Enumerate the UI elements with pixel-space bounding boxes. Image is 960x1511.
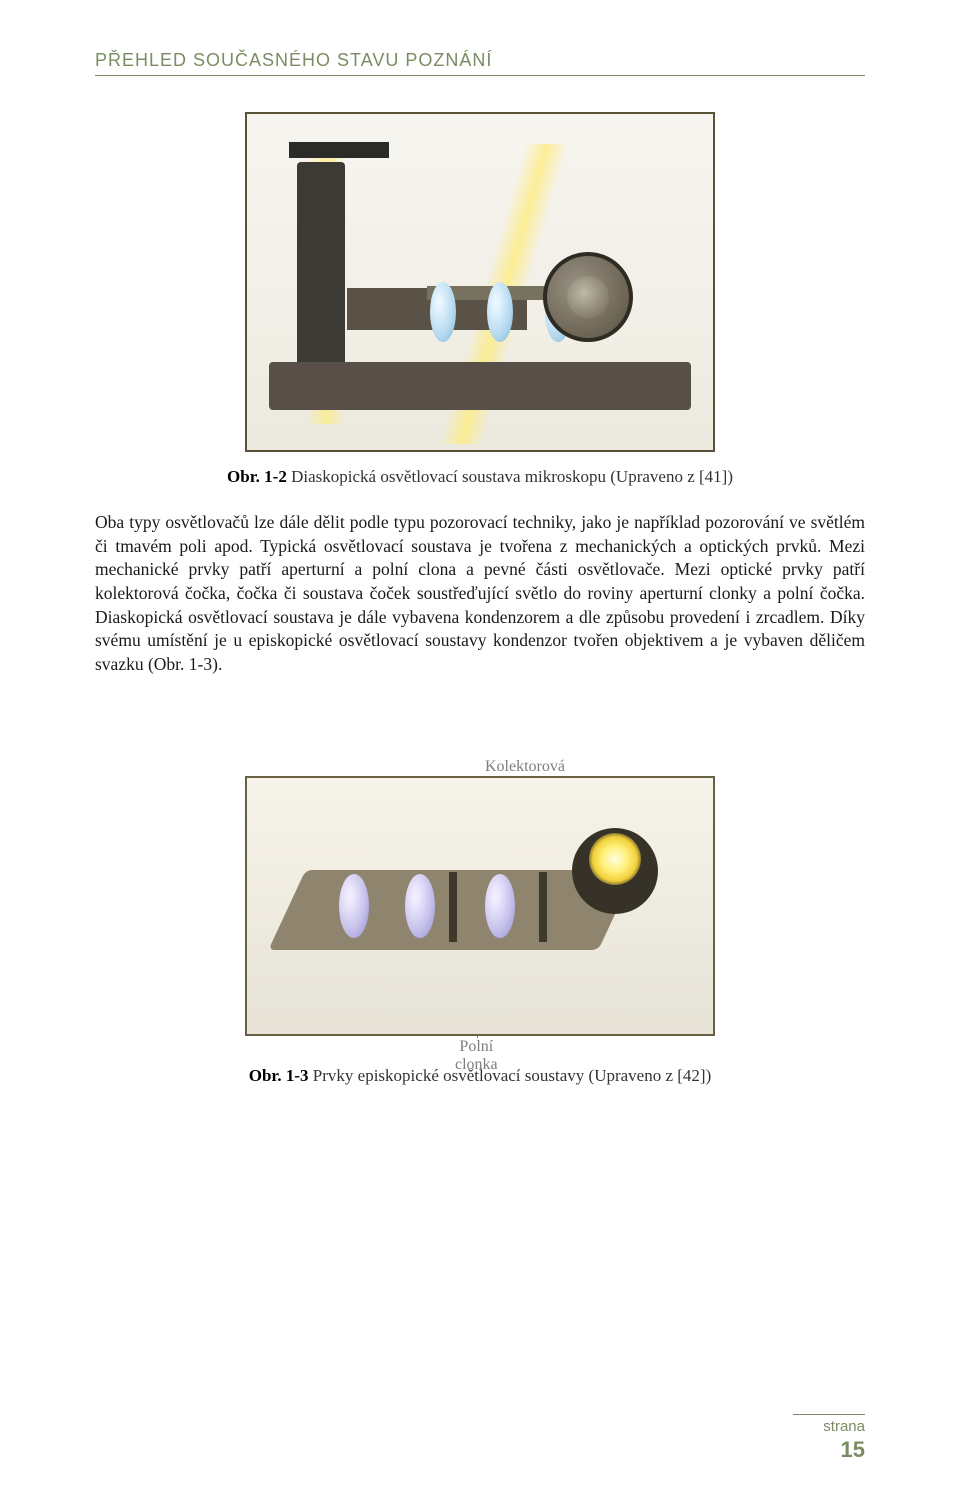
lens-icon <box>487 282 513 342</box>
footer-label: strana <box>793 1418 865 1435</box>
figure-1-3-illustration <box>245 776 715 1036</box>
lens-icon <box>339 874 369 938</box>
light-source-glow-icon <box>589 833 641 885</box>
caption-label: Obr. 1-3 <box>249 1066 309 1085</box>
figure-1-2-caption: Obr. 1-2 Diaskopická osvětlovací soustav… <box>95 467 865 487</box>
figure-1-2 <box>95 112 865 457</box>
caption-text: Prvky episkopické osvětlovací soustavy (… <box>309 1066 712 1085</box>
figure-1-2-illustration <box>245 112 715 452</box>
body-paragraph: Oba typy osvětlovačů lze dále dělit podl… <box>95 511 865 676</box>
section-header: PŘEHLED SOUČASNÉHO STAVU POZNÁNÍ <box>95 50 865 71</box>
header-divider <box>95 75 865 76</box>
focus-dial-icon <box>543 252 633 342</box>
lens-icon <box>485 874 515 938</box>
caption-text: Diaskopická osvětlovací soustava mikrosk… <box>287 467 733 486</box>
microscope-column <box>297 162 345 362</box>
label-polni-clonka: Polní clonka <box>455 1038 498 1073</box>
aperture-slit <box>539 872 547 942</box>
page-footer: strana 15 <box>793 1414 865 1463</box>
microscope-base <box>269 362 691 410</box>
lens-icon <box>430 282 456 342</box>
lens-icon <box>405 874 435 938</box>
footer-divider <box>793 1414 865 1415</box>
microscope-stage <box>289 142 389 158</box>
aperture-slit <box>449 872 457 942</box>
figure-1-3: Kolektorová čočka Polní čočka Dělič svaz… <box>245 716 715 1056</box>
page-number: 15 <box>793 1437 865 1463</box>
caption-label: Obr. 1-2 <box>227 467 287 486</box>
